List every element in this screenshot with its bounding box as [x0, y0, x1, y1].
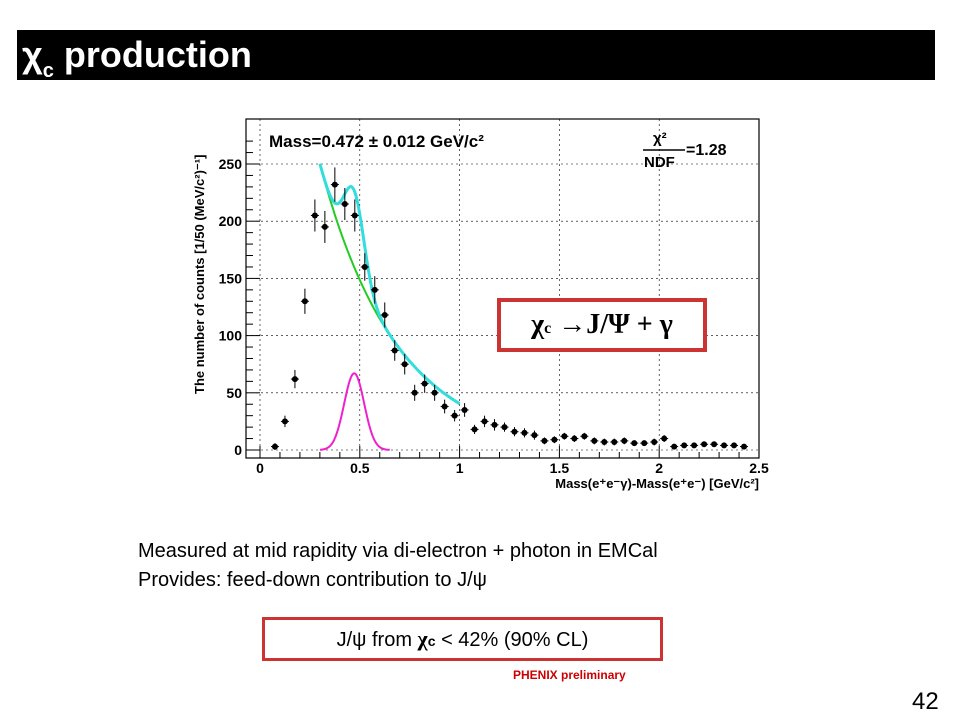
data-point	[341, 201, 348, 208]
data-point	[521, 429, 528, 436]
data-point	[611, 438, 618, 445]
data-point	[561, 433, 568, 440]
y-tick-label: 150	[219, 270, 243, 286]
fit-curves	[318, 163, 461, 451]
data-point	[501, 424, 508, 431]
data-point	[661, 435, 668, 442]
plot-frame	[245, 118, 760, 459]
title-subscript: c	[42, 60, 54, 82]
description-line-1: Measured at mid rapidity via di-electron…	[138, 540, 658, 562]
data-point	[411, 389, 418, 396]
result-subscript: c	[427, 633, 436, 649]
data-point	[311, 212, 318, 219]
x-tick-label: 2	[655, 460, 663, 476]
data-point	[371, 286, 378, 293]
data-point	[581, 433, 588, 440]
data-point	[301, 298, 308, 305]
result-prefix: J/ψ from	[336, 629, 418, 651]
channel-chi-symbol: χ	[531, 309, 545, 340]
slide-title: χc production	[22, 32, 252, 84]
data-point	[491, 421, 498, 428]
data-point	[431, 389, 438, 396]
preliminary-label: PHENIX preliminary	[513, 668, 626, 682]
y-axis-label: The number of counts [1/50 (MeV/c²)⁻¹]	[192, 155, 207, 394]
data-point	[621, 437, 628, 444]
channel-subscript: c	[544, 320, 552, 337]
data-point	[601, 438, 608, 445]
data-point	[721, 442, 728, 449]
x-axis-label: Mass(e⁺e⁻γ)-Mass(e⁺e⁻) [GeV/c²]	[555, 476, 759, 491]
fit-ndf-label: NDF	[644, 154, 675, 171]
data-point	[691, 442, 698, 449]
signal-gaussian-curve	[319, 372, 390, 451]
fit-chi2-value: =1.28	[686, 142, 727, 159]
result-limit: < 42% (90% CL)	[435, 629, 589, 651]
x-axis-ticks: 0 0.5 1 1.5 2 2.5	[256, 446, 769, 476]
data-point	[701, 441, 708, 448]
y-tick-label: 250	[219, 156, 243, 172]
data-point	[511, 428, 518, 435]
data-point	[671, 443, 678, 450]
data-point	[471, 426, 478, 433]
title-bar	[17, 30, 935, 80]
chart-container: 0 0.5 1 1.5 2 2.5 0 50 100 150 200 250 Mass=0.472 …	[185, 104, 775, 494]
data-point	[591, 437, 598, 444]
data-point	[641, 440, 648, 447]
page-number: 42	[912, 688, 939, 715]
result-box: J/ψ from χc < 42% (90% CL)	[262, 617, 663, 661]
channel-decay-text: →J/Ψ + γ	[551, 309, 673, 340]
y-tick-label: 50	[226, 385, 242, 401]
data-point	[281, 418, 288, 425]
x-tick-label: 2.5	[749, 460, 769, 476]
total-fit-curve	[318, 163, 461, 405]
title-chi-symbol: χ	[22, 34, 43, 75]
data-point	[361, 263, 368, 270]
data-point	[381, 312, 388, 319]
data-point	[571, 435, 578, 442]
data-point	[731, 442, 738, 449]
y-tick-label: 100	[219, 328, 243, 344]
data-point	[681, 442, 688, 449]
data-point	[421, 380, 428, 387]
title-text: production	[53, 34, 252, 75]
data-point	[331, 181, 338, 188]
x-tick-label: 0.5	[350, 460, 370, 476]
data-point	[401, 361, 408, 368]
data-points	[270, 167, 749, 450]
data-point	[441, 403, 448, 410]
description-line-2: Provides: feed-down contribution to J/ψ	[138, 569, 487, 591]
fit-mass-label: Mass=0.472 ± 0.012 GeV/c²	[269, 132, 484, 151]
y-axis-ticks: 0 50 100 150 200 250	[219, 140, 260, 458]
x-tick-label: 1.5	[550, 460, 570, 476]
data-point	[651, 438, 658, 445]
data-point	[461, 406, 468, 413]
data-point	[741, 443, 748, 450]
data-point	[551, 436, 558, 443]
data-point	[541, 437, 548, 444]
decay-channel-label: χc →J/Ψ + γ	[497, 298, 707, 352]
data-point	[391, 347, 398, 354]
x-tick-label: 1	[456, 460, 464, 476]
fit-chi2-label: χ²	[653, 130, 667, 147]
data-point	[291, 376, 298, 383]
data-point	[321, 223, 328, 230]
result-chi-symbol: χ	[417, 626, 428, 651]
x-tick-label: 0	[256, 460, 264, 476]
data-point	[481, 418, 488, 425]
data-point	[351, 212, 358, 219]
data-point	[711, 441, 718, 448]
mass-difference-plot: 0 0.5 1 1.5 2 2.5 0 50 100 150 200 250 Mass=0.472 …	[192, 118, 769, 491]
data-point	[531, 432, 538, 439]
y-tick-label: 0	[234, 442, 242, 458]
y-tick-label: 200	[219, 213, 243, 229]
data-point	[271, 443, 278, 450]
data-point	[451, 412, 458, 419]
data-point	[631, 440, 638, 447]
